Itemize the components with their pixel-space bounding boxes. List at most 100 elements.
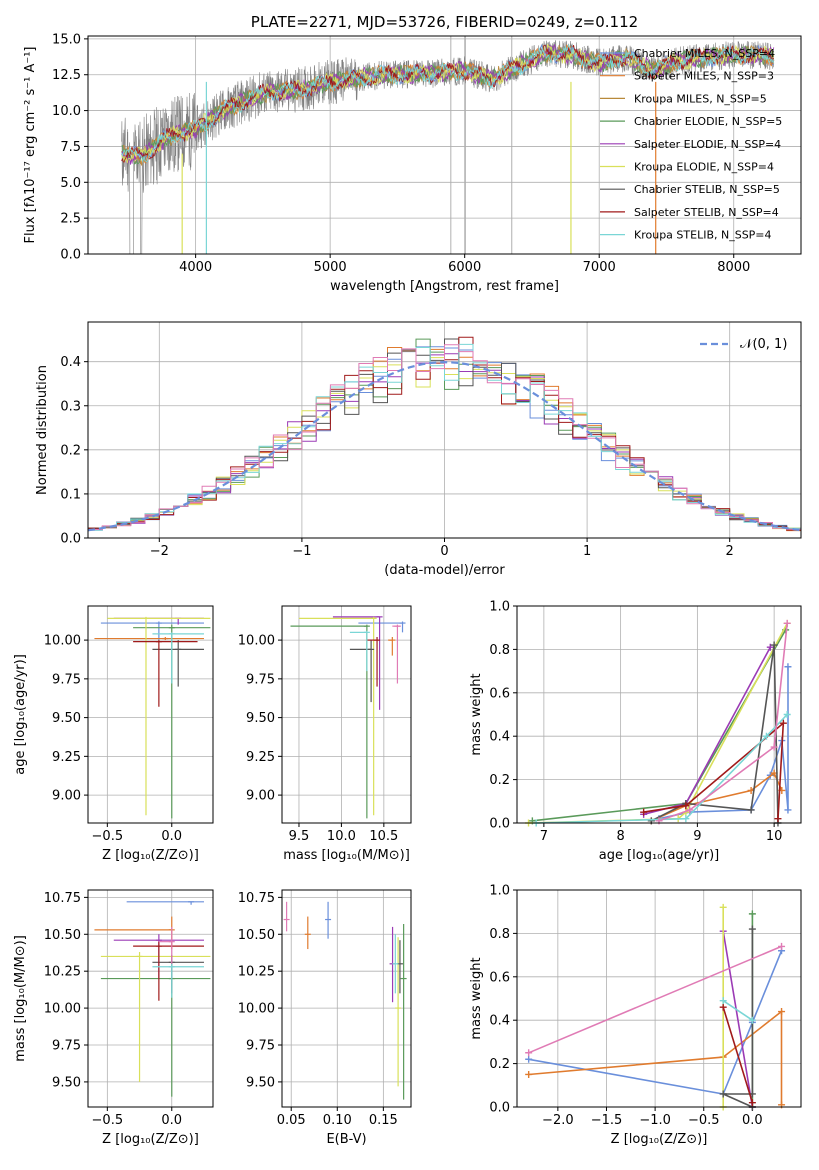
x-tick-label: 2 [726,544,734,559]
normal-curve [87,360,802,532]
x-axis-label: E(B-V) [326,1132,366,1147]
mw_vs_Z-series [525,903,786,1111]
y-tick-label: 9.75 [52,672,81,687]
y-tick-label: 7.5 [60,140,81,155]
mass-weight-marker [747,806,755,814]
x-tick-label: 0.0 [161,1113,182,1128]
y-tick-label: 15.0 [52,32,81,47]
y-tick-label: 10.25 [44,965,81,980]
x-axis-label: wavelength [Angstrom, rest frame] [330,279,559,294]
y-tick-label: 0.6 [489,970,510,985]
y-tick-label: 0.1 [60,487,81,502]
y-tick-label: 12.5 [52,68,81,83]
mass-weight-marker [719,1090,727,1098]
plot-frame [87,605,214,824]
y-tick-label: 9.75 [246,1039,275,1054]
x-tick-label: 4000 [179,260,212,275]
mass-weight-marker [784,663,792,671]
mass-weight-line-6 [643,721,785,819]
x-tick-label: 0.10 [323,1113,352,1128]
legend-label: Chabrier MILES, N_SSP=4 [634,47,775,60]
mw_vs_age-axes [513,605,801,827]
y-tick-label: 9.50 [246,711,275,726]
y-tick-label: 9.00 [52,789,81,804]
x-tick-label: 10 [766,829,783,844]
x-tick-label: 10.0 [327,829,356,844]
mass-weight-line-3 [722,931,754,1108]
x-tick-label: −0.5 [92,829,124,844]
x-tick-label: 9 [693,829,701,844]
mass-weight-line-7 [722,1000,753,1021]
mass-weight-marker [719,903,727,911]
y-axis-label: mass [log₁₀(M/M⊙)] [13,935,28,1062]
y-tick-label: 9.25 [52,750,81,765]
model-spectrum-7 [121,43,775,163]
mass-weight-marker [686,806,694,814]
x-tick-label: −1.0 [639,1113,671,1128]
chart-title: PLATE=2271, MJD=53726, FIBERID=0249, z=0… [251,13,638,31]
plot-frame [516,889,802,1108]
mass_vs_Z-points [94,901,211,1097]
y-tick-label: 0.8 [489,643,510,658]
x-tick-label: 10.5 [369,829,398,844]
mass-weight-line-6 [722,1006,754,1103]
plot-frame [516,605,802,824]
plot-frame [281,605,412,824]
mass-weight-marker [770,641,778,649]
mass-weight-marker [748,1099,756,1107]
mass-weight-marker [525,1055,533,1063]
legend-label: Salpeter ELODIE, N_SSP=4 [634,138,781,151]
legend-label: Salpeter STELIB, N_SSP=4 [634,206,779,219]
residual-histogram-8 [88,344,801,530]
mass_vs_Z-axes [84,890,213,1111]
y-axis-label: age [log₁₀(age/yr)] [13,654,28,775]
mass-weight-marker [766,643,774,651]
y-tick-label: 0.0 [60,532,81,547]
residual-legend: 𝒩(0, 1) [700,337,787,352]
mass-weight-marker [719,997,727,1005]
legend-label: Salpeter MILES, N_SSP=3 [634,70,774,83]
x-tick-label: 9.5 [289,829,310,844]
x-tick-label: 6000 [448,260,481,275]
mass-weight-marker [525,1049,533,1057]
y-tick-label: 0.4 [489,1014,510,1029]
x-tick-label: 1 [583,544,591,559]
mass-weight-marker [748,1016,756,1024]
y-tick-label: 9.50 [52,1075,81,1090]
x-tick-label: 8 [616,829,624,844]
mass-weight-marker [778,1008,786,1016]
y-tick-label: 1.0 [489,600,510,615]
x-tick-label: −1 [292,544,311,559]
x-axis-label: age [log₁₀(age/yr)] [599,848,720,863]
mass-weight-marker [779,719,787,727]
x-tick-label: −1.5 [591,1113,623,1128]
mass-weight-line-8 [658,623,788,822]
y-tick-label: 10.0 [52,104,81,119]
y-axis-label: mass weight [469,957,484,1039]
x-axis-label: Z [log₁₀(Z/Z⊙)] [102,848,199,863]
y-tick-label: 1.0 [489,884,510,899]
mass-weight-marker [682,802,690,810]
y-tick-label: 10.00 [238,634,275,649]
mass-weight-line-2 [532,629,787,822]
y-tick-label: 10.00 [44,1002,81,1017]
y-tick-label: 0.0 [489,1101,510,1116]
x-tick-label: 0.0 [161,829,182,844]
x-axis-label: Z [log₁₀(Z/Z⊙)] [102,1132,199,1147]
x-tick-label: 0.0 [742,1113,763,1128]
mass-weight-line-4 [528,623,788,824]
y-tick-label: 9.25 [246,750,275,765]
y-tick-label: 9.75 [52,1039,81,1054]
mass-weight-marker [783,619,791,627]
y-tick-label: 0.6 [489,686,510,701]
x-tick-label: 8000 [717,260,750,275]
mass-weight-marker [762,732,770,740]
y-tick-label: 9.75 [246,672,275,687]
plot-frame [87,35,802,255]
mass-weight-marker [719,1003,727,1011]
legend-label: Chabrier STELIB, N_SSP=5 [634,183,780,196]
y-tick-label: 10.25 [238,965,275,980]
mass-weight-marker [770,743,778,751]
x-tick-label: 0.05 [277,1113,306,1128]
